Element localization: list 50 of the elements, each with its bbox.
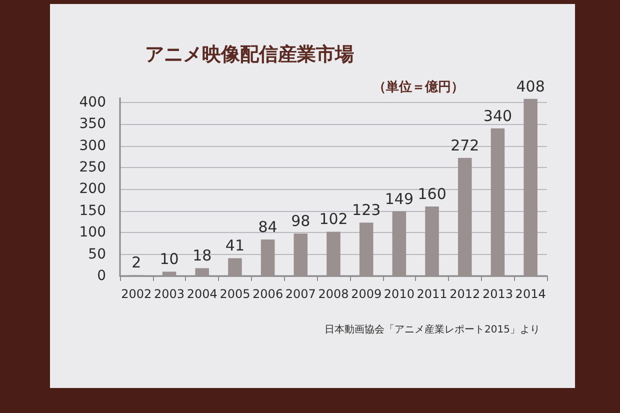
data-label: 41 bbox=[225, 236, 245, 255]
bar bbox=[294, 233, 308, 276]
bar bbox=[195, 268, 210, 276]
bar bbox=[162, 272, 176, 276]
bar bbox=[524, 98, 538, 276]
x-tick-label: 2009 bbox=[351, 287, 382, 301]
data-label: 10 bbox=[160, 250, 179, 268]
bar bbox=[458, 158, 472, 276]
bar bbox=[260, 240, 275, 276]
data-label: 149 bbox=[384, 190, 414, 208]
y-tick-label: 100 bbox=[79, 224, 106, 241]
y-tick-label: 300 bbox=[79, 138, 106, 154]
x-tick-label: 2008 bbox=[318, 287, 349, 301]
x-tick-label: 2003 bbox=[154, 287, 185, 301]
x-tick-label: 2004 bbox=[186, 287, 218, 301]
y-tick-label: 200 bbox=[79, 181, 106, 198]
bar bbox=[425, 206, 439, 276]
data-label: 98 bbox=[291, 212, 310, 230]
chart-subtitle: （単位＝億円） bbox=[373, 79, 464, 95]
data-label: 102 bbox=[319, 210, 348, 228]
bar bbox=[490, 128, 505, 276]
x-tick-label: 2006 bbox=[252, 287, 284, 301]
data-label: 123 bbox=[352, 201, 381, 220]
x-tick-label: 2002 bbox=[121, 287, 152, 301]
x-tick-label: 2010 bbox=[384, 287, 414, 301]
y-tick-label: 400 bbox=[79, 94, 106, 110]
x-tick-label: 2007 bbox=[285, 287, 316, 301]
bar bbox=[392, 211, 406, 276]
x-tick-label: 2013 bbox=[482, 287, 514, 301]
data-label: 2 bbox=[132, 254, 142, 272]
bar bbox=[326, 232, 340, 276]
data-label: 340 bbox=[483, 106, 512, 125]
y-tick-label: 250 bbox=[79, 159, 106, 176]
data-label: 408 bbox=[516, 77, 545, 96]
y-tick-label: 350 bbox=[79, 116, 106, 132]
bar bbox=[359, 222, 374, 276]
x-tick-label: 2011 bbox=[416, 287, 448, 301]
data-label: 18 bbox=[192, 246, 212, 265]
y-tick-label: 50 bbox=[88, 246, 106, 262]
data-label: 272 bbox=[450, 136, 480, 154]
y-tick-label: 150 bbox=[79, 202, 106, 219]
x-tick-label: 2005 bbox=[220, 287, 250, 301]
x-tick-label: 2012 bbox=[450, 287, 480, 301]
data-label: 160 bbox=[418, 185, 446, 204]
chart-title: アニメ映像配信産業市場 bbox=[145, 44, 354, 66]
data-label: 84 bbox=[258, 218, 278, 236]
text: 日本動画協会「アニメ産業レポート2015」より bbox=[324, 324, 540, 336]
x-tick-label: 2014 bbox=[515, 287, 546, 301]
bar bbox=[228, 258, 242, 276]
y-tick-label: 0 bbox=[97, 268, 106, 284]
